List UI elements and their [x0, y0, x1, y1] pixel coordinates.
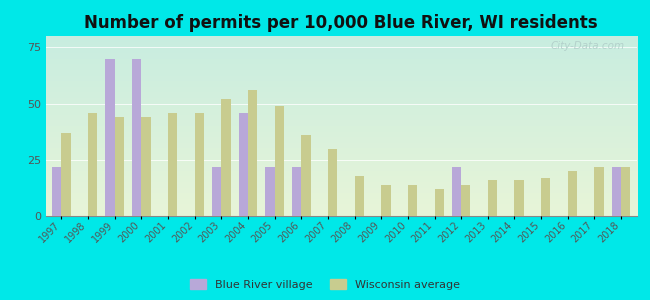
Bar: [292, 167, 302, 216]
Bar: [248, 90, 257, 216]
Bar: [115, 117, 124, 216]
Bar: [461, 184, 471, 216]
Bar: [514, 180, 524, 216]
Bar: [195, 112, 204, 216]
Bar: [302, 135, 311, 216]
Bar: [52, 167, 62, 216]
Bar: [88, 112, 98, 216]
Bar: [408, 184, 417, 216]
Text: City-Data.com: City-Data.com: [551, 41, 625, 51]
Bar: [265, 167, 275, 216]
Bar: [594, 167, 604, 216]
Bar: [452, 167, 461, 216]
Bar: [142, 117, 151, 216]
Bar: [132, 58, 142, 216]
Bar: [239, 112, 248, 216]
Bar: [168, 112, 177, 216]
Bar: [328, 148, 337, 216]
Legend: Blue River village, Wisconsin average: Blue River village, Wisconsin average: [185, 275, 465, 294]
Bar: [541, 178, 551, 216]
Bar: [567, 171, 577, 216]
Bar: [381, 184, 391, 216]
Bar: [488, 180, 497, 216]
Bar: [212, 167, 222, 216]
Bar: [62, 133, 71, 216]
Bar: [612, 167, 621, 216]
Bar: [354, 176, 364, 216]
Bar: [275, 106, 284, 216]
Bar: [105, 58, 115, 216]
Bar: [434, 189, 444, 216]
Bar: [621, 167, 630, 216]
Bar: [222, 99, 231, 216]
Title: Number of permits per 10,000 Blue River, WI residents: Number of permits per 10,000 Blue River,…: [84, 14, 598, 32]
